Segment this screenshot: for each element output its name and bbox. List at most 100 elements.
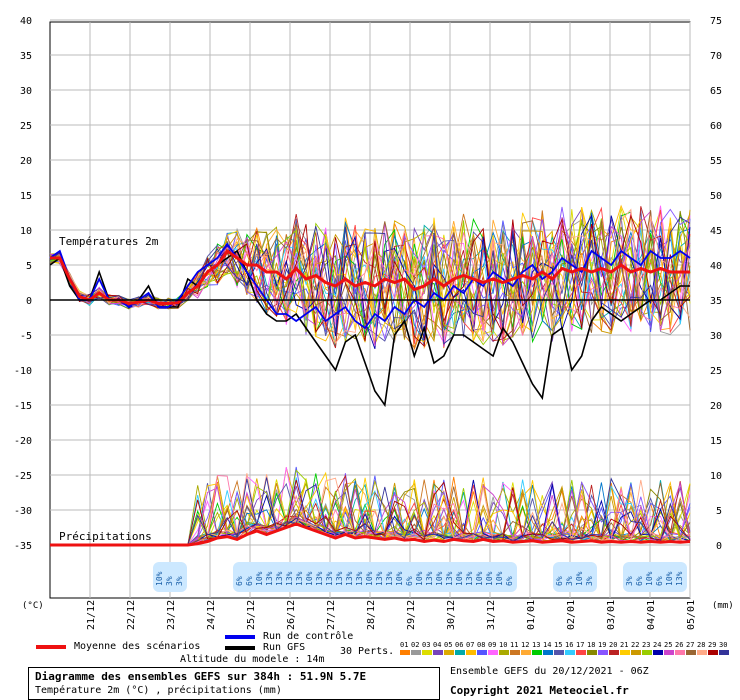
precip-tick-label: 0	[716, 541, 722, 552]
date-label: 29/12	[406, 600, 417, 630]
pert-number: 16	[565, 641, 573, 649]
pert-swatch	[719, 650, 729, 655]
pert-number: 04	[433, 641, 441, 649]
pert-swatch	[444, 650, 454, 655]
pert-number: 12	[521, 641, 529, 649]
pert-number: 02	[411, 641, 419, 649]
pert-swatch	[477, 650, 487, 655]
temp-tick-label: -30	[14, 506, 32, 517]
pert-temp-line	[49, 214, 691, 348]
snow-probability-label: 10%	[435, 571, 444, 586]
legend-gfs-label: Run GFS	[263, 642, 306, 653]
date-label: 26/12	[286, 600, 297, 630]
snow-probability-label: 13%	[275, 571, 284, 586]
date-label: 31/12	[486, 600, 497, 630]
precip-tick-label: 25	[710, 366, 722, 377]
snow-probability-label: 6%	[635, 576, 644, 586]
date-label: 03/01	[606, 600, 617, 630]
snow-probability-label: 10%	[305, 571, 314, 586]
pert-number: 27	[686, 641, 694, 649]
snow-probability-label: 10%	[155, 571, 164, 586]
pert-number: 13	[532, 641, 540, 649]
pert-number: 10	[499, 641, 507, 649]
pert-number: 19	[598, 641, 606, 649]
snow-probability-label: 10%	[365, 571, 374, 586]
pert-swatch	[642, 650, 652, 655]
temp-tick-label: 0	[26, 296, 32, 307]
main-lines	[49, 242, 691, 547]
diagram-subtitle: Température 2m (°C) , précipitations (mm…	[35, 685, 282, 696]
snow-probability-label: 3%	[175, 576, 184, 586]
pert-swatch	[510, 650, 520, 655]
snow-probability-label: 13%	[315, 571, 324, 586]
left-axis-unit: (°C)	[22, 601, 44, 611]
temp-tick-label: 15	[20, 191, 32, 202]
right-axis-unit: (mm)	[712, 601, 734, 611]
snow-probability-label: 13%	[375, 571, 384, 586]
snow-probability-label: 3%	[585, 576, 594, 586]
precip-tick-label: 55	[710, 156, 722, 167]
pert-number: 07	[466, 641, 474, 649]
pert-number: 23	[642, 641, 650, 649]
temp-tick-label: -5	[20, 331, 32, 342]
date-label: 02/01	[566, 600, 577, 630]
snow-probability-label: 13%	[425, 571, 434, 586]
legend-gfs-swatch	[225, 645, 255, 650]
precip-tick-label: 40	[710, 261, 722, 272]
pert-number: 18	[587, 641, 595, 649]
pert-number: 24	[653, 641, 661, 649]
precip-tick-label: 35	[710, 296, 722, 307]
date-label: 22/12	[126, 600, 137, 630]
model-altitude: Altitude du modele : 14m	[180, 654, 325, 665]
pert-swatch	[686, 650, 696, 655]
snow-probability-label: 13%	[355, 571, 364, 586]
pert-swatch	[433, 650, 443, 655]
snow-probability-label: 10%	[575, 571, 584, 586]
copyright: Copyright 2021 Meteociel.fr	[450, 684, 629, 697]
precip-tick-label: 60	[710, 121, 722, 132]
snow-probability-label: 13%	[445, 571, 454, 586]
pert-swatch	[466, 650, 476, 655]
pert-swatch	[565, 650, 575, 655]
snow-probability-label: 6%	[555, 576, 564, 586]
legend-mean-swatch	[36, 644, 66, 649]
snow-probability-label: 10%	[395, 571, 404, 586]
date-label: 30/12	[446, 600, 457, 630]
diagram-title: Diagramme des ensembles GEFS sur 384h : …	[35, 670, 367, 683]
precip-tick-label: 75	[710, 16, 722, 27]
legend-gfs: Run GFS	[225, 642, 305, 653]
pert-number: 08	[477, 641, 485, 649]
snow-probability-label: 10%	[645, 571, 654, 586]
pert-swatch	[631, 650, 641, 655]
legend-control-label: Run de contrôle	[263, 631, 354, 642]
pert-swatch	[499, 650, 509, 655]
pert-number: 30	[719, 641, 727, 649]
date-label: 24/12	[206, 600, 217, 630]
section-label-temperature: Températures 2m	[59, 235, 159, 248]
snow-probability-label: 6%	[655, 576, 664, 586]
pert-number: 17	[576, 641, 584, 649]
temp-tick-label: -15	[14, 401, 32, 412]
temp-tick-label: 5	[26, 261, 32, 272]
snow-probability-label: 13%	[675, 571, 684, 586]
pert-number: 25	[664, 641, 672, 649]
mean-temp-line	[50, 248, 690, 306]
temp-tick-label: 35	[20, 51, 32, 62]
snow-probability-label: 10%	[415, 571, 424, 586]
snow-probability-label: 6%	[235, 576, 244, 586]
section-label-precipitation: Précipitations	[59, 530, 152, 543]
perts-label: 30 Perts.	[340, 646, 395, 657]
temp-tick-label: -25	[14, 471, 32, 482]
legend-control-swatch	[225, 634, 255, 639]
legend-control: Run de contrôle	[225, 631, 353, 642]
snow-probability-label: 6%	[405, 576, 414, 586]
pert-temp-line	[49, 218, 691, 346]
snow-probability-label: 10%	[475, 571, 484, 586]
snow-probability-label: 10%	[495, 571, 504, 586]
snow-probability-label: 3%	[165, 576, 174, 586]
pert-swatch	[411, 650, 421, 655]
pert-number: 11	[510, 641, 518, 649]
precip-tick-label: 65	[710, 86, 722, 97]
pert-temp-line	[49, 208, 691, 345]
